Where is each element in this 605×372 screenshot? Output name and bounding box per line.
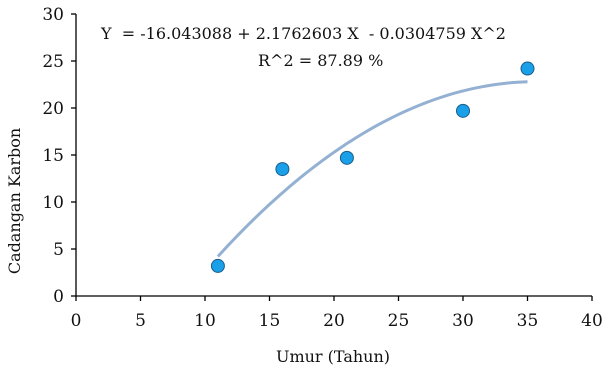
y-axis-title: Cadangan Karbon — [5, 128, 24, 274]
data-points — [210, 61, 535, 273]
equation-annotation: Y = -16.043088 + 2.1762603 X - 0.0304759… — [100, 24, 506, 43]
x-tick-label: 10 — [194, 311, 216, 331]
y-axis: 0 5 10 15 20 25 30 — [42, 5, 77, 307]
y-tick-label: 25 — [42, 52, 64, 72]
data-point — [275, 162, 290, 177]
y-tick-label: 30 — [42, 5, 64, 25]
y-tick-label: 0 — [53, 287, 64, 307]
y-tick-label: 15 — [42, 146, 64, 166]
x-tick-label: 30 — [452, 311, 474, 331]
x-tick-label: 15 — [259, 311, 281, 331]
data-point — [339, 150, 354, 165]
x-tick-label: 25 — [388, 311, 410, 331]
data-point — [520, 61, 535, 76]
x-tick-label: 5 — [135, 311, 146, 331]
y-tick-label: 5 — [53, 240, 64, 260]
trendline — [216, 80, 528, 258]
x-tick-label: 35 — [517, 311, 539, 331]
x-tick-label: 40 — [581, 311, 603, 331]
data-point — [456, 103, 470, 118]
x-tick-label: 20 — [323, 311, 345, 331]
x-tick-label: 0 — [71, 311, 82, 331]
x-axis-title: Umur (Tahun) — [276, 347, 390, 366]
x-axis: 0 5 10 15 20 25 30 35 40 — [71, 295, 603, 331]
y-tick-label: 10 — [42, 193, 64, 213]
y-tick-label: 20 — [42, 99, 64, 119]
r-squared-annotation: R^2 = 87.89 % — [258, 51, 383, 70]
data-point — [210, 258, 225, 273]
